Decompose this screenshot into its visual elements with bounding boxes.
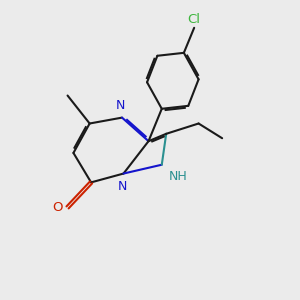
Text: O: O [52, 201, 63, 214]
Text: N: N [117, 180, 127, 193]
Text: Cl: Cl [188, 13, 201, 26]
Text: NH: NH [168, 170, 187, 183]
Text: N: N [116, 99, 125, 112]
